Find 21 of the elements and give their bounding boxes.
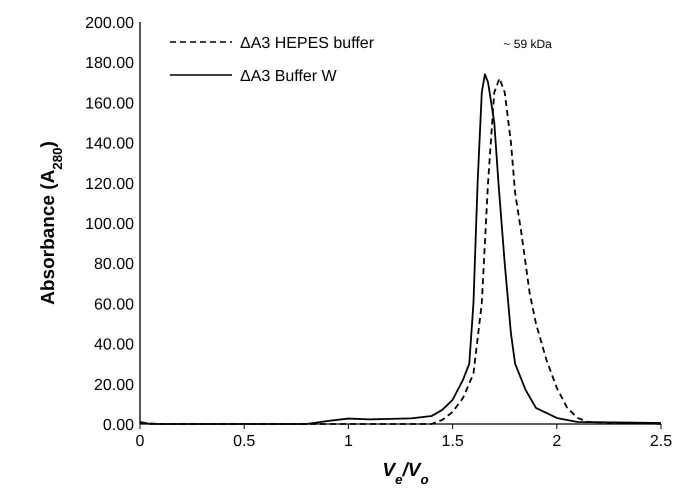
x-tick-label: 1: [344, 433, 353, 450]
y-tick-label: 40.00: [94, 336, 134, 354]
y-tick-label: 100.00: [85, 216, 134, 233]
y-tick-label: 180.00: [85, 55, 134, 72]
y-tick-label: 120.00: [85, 176, 134, 193]
x-tick-label: 0: [136, 433, 145, 450]
y-tick-label: 80.00: [94, 256, 134, 274]
y-tick-label: 0.00: [102, 417, 134, 434]
x-axis-title: V$_{e}$/V$_{o}$: [382, 460, 429, 486]
y-tick-label: 60.00: [94, 296, 134, 314]
y-tick-label: 20.00: [94, 376, 134, 394]
legend-label: ΔA3 HEPES buffer: [240, 35, 375, 52]
x-tick-label: 2.5: [650, 433, 672, 450]
y-tick-label: 160.00: [85, 95, 134, 112]
y-tick-label: 200.00: [85, 15, 134, 32]
legend-label: ΔA3 Buffer W: [240, 68, 338, 85]
x-tick-label: 0.5: [233, 433, 256, 450]
x-tick-label: 1.5: [441, 433, 464, 450]
x-tick-label: 2: [552, 433, 562, 450]
annotation: ~ 59 kDa: [503, 37, 552, 51]
y-tick-label: 140.00: [85, 136, 134, 153]
